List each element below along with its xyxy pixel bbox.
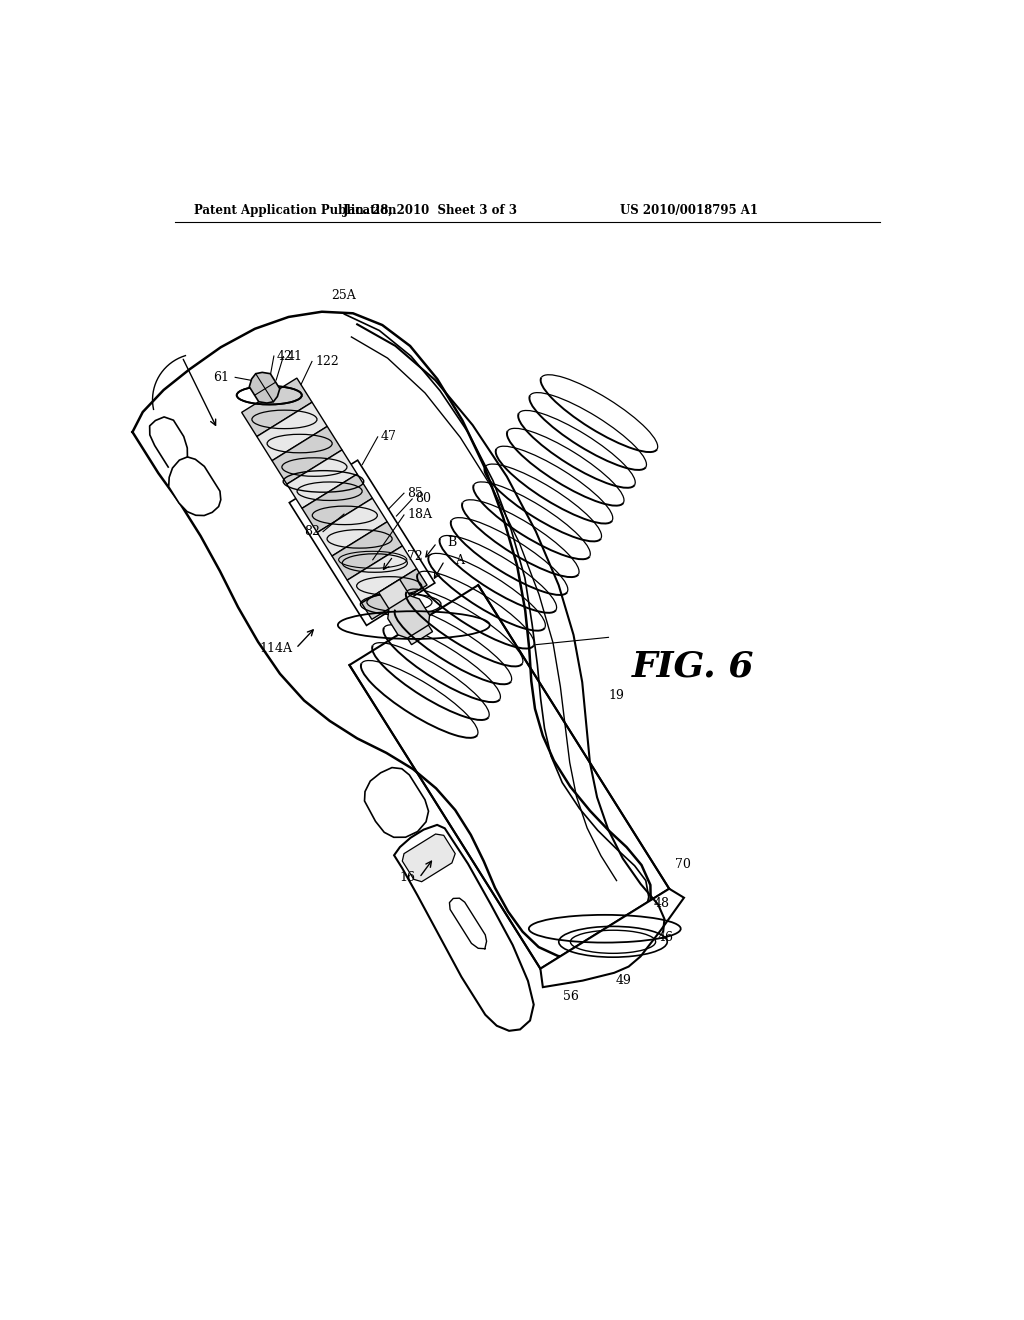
Text: 47: 47: [381, 430, 396, 444]
Text: 122: 122: [315, 355, 339, 368]
Polygon shape: [290, 461, 435, 626]
Polygon shape: [394, 825, 534, 1031]
Polygon shape: [169, 457, 221, 516]
Text: 18A: 18A: [408, 508, 432, 521]
Polygon shape: [249, 372, 280, 403]
Text: 85: 85: [408, 487, 423, 500]
Text: 49: 49: [615, 974, 632, 986]
Polygon shape: [317, 498, 387, 556]
Text: B: B: [447, 536, 457, 549]
Polygon shape: [365, 768, 428, 837]
Text: 48: 48: [653, 896, 670, 909]
Polygon shape: [332, 521, 402, 581]
Text: 82: 82: [304, 525, 319, 539]
Polygon shape: [379, 579, 432, 644]
Polygon shape: [302, 474, 373, 532]
Polygon shape: [272, 426, 342, 484]
Text: US 2010/0018795 A1: US 2010/0018795 A1: [621, 205, 758, 218]
Text: A: A: [456, 554, 465, 568]
Text: 41: 41: [287, 350, 302, 363]
Polygon shape: [287, 450, 357, 508]
Text: 16: 16: [399, 871, 416, 884]
Polygon shape: [541, 888, 684, 987]
Text: Patent Application Publication: Patent Application Publication: [194, 205, 396, 218]
Polygon shape: [349, 585, 670, 969]
Text: 25A: 25A: [331, 289, 355, 302]
Polygon shape: [388, 595, 430, 638]
Text: 80: 80: [416, 492, 431, 506]
Text: 114A: 114A: [259, 642, 292, 655]
Text: 19: 19: [608, 689, 625, 702]
Polygon shape: [402, 834, 456, 882]
Text: 70: 70: [675, 858, 691, 871]
Polygon shape: [242, 378, 312, 437]
Polygon shape: [257, 403, 328, 461]
Text: 72: 72: [408, 549, 423, 562]
Polygon shape: [347, 546, 417, 603]
Polygon shape: [361, 569, 427, 619]
Text: 42: 42: [276, 350, 293, 363]
Text: 56: 56: [563, 990, 579, 1002]
Text: 46: 46: [657, 931, 674, 944]
Text: 61: 61: [213, 371, 229, 384]
Text: FIG. 6: FIG. 6: [632, 649, 755, 684]
Text: Jan. 28, 2010  Sheet 3 of 3: Jan. 28, 2010 Sheet 3 of 3: [343, 205, 518, 218]
